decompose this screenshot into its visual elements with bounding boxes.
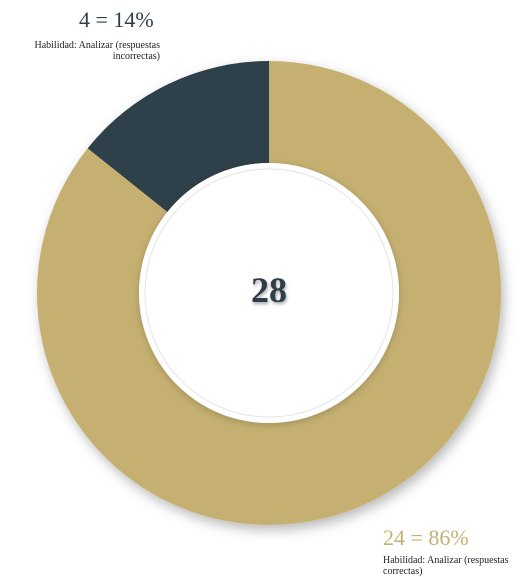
donut-center-total: 28: [251, 270, 287, 310]
donut-slices: [37, 61, 502, 525]
incorrect-value-label: 4 = 14%: [79, 7, 154, 32]
donut-hole-inner-ring: [144, 168, 394, 418]
correct-slice-name: Habilidad: Analizar (respuestas correcta…: [383, 555, 509, 577]
donut-slice-incorrect: [87, 61, 269, 212]
correct-value-label: 24 = 86%: [383, 525, 469, 550]
incorrect-slice-name: Habilidad: Analizar (respuestas incorrec…: [34, 40, 160, 62]
donut-hole: [139, 163, 399, 423]
donut-slice-correct: [37, 61, 502, 525]
